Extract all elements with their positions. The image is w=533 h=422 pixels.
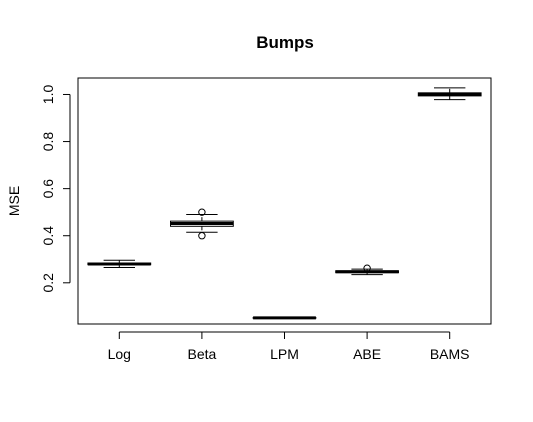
outlier-point xyxy=(198,208,206,216)
x-tick-label: ABE xyxy=(353,346,381,362)
chart-title: Bumps xyxy=(256,33,314,52)
y-axis: 0.2 0.4 0.6 0.8 1.0 xyxy=(40,85,71,293)
y-axis-label: MSE xyxy=(6,186,22,216)
y-tick-label: 1.0 xyxy=(40,85,56,105)
x-axis: Log Beta LPM ABE BAMS xyxy=(108,331,470,362)
box-beta xyxy=(170,208,234,240)
x-tick-label: Beta xyxy=(187,346,216,362)
box-lpm xyxy=(252,316,317,320)
outlier-point xyxy=(363,264,371,272)
boxes xyxy=(87,87,482,320)
box-abe xyxy=(335,264,399,276)
plot-frame xyxy=(77,77,492,325)
y-tick-label: 0.6 xyxy=(40,179,56,199)
box-log xyxy=(87,259,152,269)
outlier-point xyxy=(198,232,206,240)
y-tick-label: 0.2 xyxy=(40,273,56,293)
y-tick-label: 0.4 xyxy=(40,226,56,246)
x-tick-label: LPM xyxy=(270,346,299,362)
y-tick-label: 0.8 xyxy=(40,132,56,152)
box-bams xyxy=(417,87,482,101)
x-tick-label: BAMS xyxy=(430,346,470,362)
x-tick-label: Log xyxy=(108,346,131,362)
